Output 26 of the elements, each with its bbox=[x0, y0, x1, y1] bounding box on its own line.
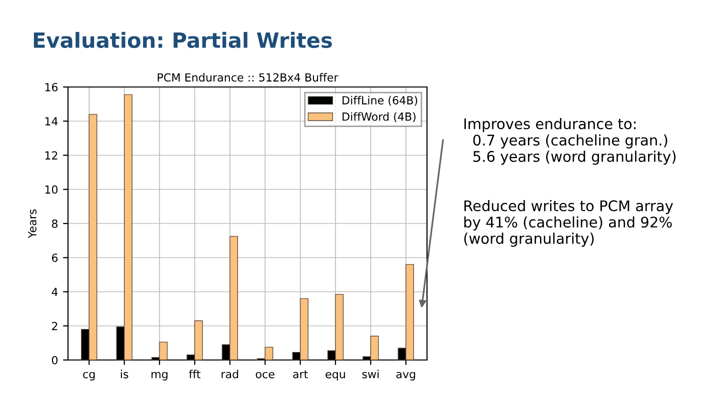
y-tick-label: 4 bbox=[52, 288, 58, 296]
legend-label: DiffLine (64B) bbox=[342, 96, 418, 106]
x-tick-label: is bbox=[120, 370, 128, 378]
y-tick-label: 2 bbox=[52, 322, 58, 330]
x-tick-label: cg bbox=[83, 372, 95, 380]
y-tick-label: 6 bbox=[52, 254, 58, 262]
x-tick-label: swi bbox=[362, 370, 379, 378]
legend-label: DiffWord (4B) bbox=[342, 112, 416, 122]
text: Reduced writes to PCM array by 41% (cacheline) and 92% (word granularity) bbox=[464, 200, 674, 247]
y-tick-label: 12 bbox=[45, 151, 58, 160]
y-tick-label: 0 bbox=[52, 356, 58, 364]
chart-subtitle: PCM Endurance :: 512Bx4 Buffer bbox=[158, 73, 338, 82]
x-tick-label: art bbox=[293, 370, 308, 378]
y-tick-label: 14 bbox=[45, 117, 58, 126]
x-tick-label: oce bbox=[256, 372, 274, 378]
y-axis-title: Years bbox=[28, 209, 36, 238]
x-tick-label: equ bbox=[326, 372, 345, 380]
x-tick-label: avg bbox=[396, 372, 416, 380]
text: Improves endurance to: 0.7 years (cacheline gran.) 5.6 years (word granularity) bbox=[464, 118, 676, 165]
y-tick-label: 16 bbox=[45, 82, 58, 92]
x-tick-label: rad bbox=[222, 370, 238, 378]
y-tick-label: 10 bbox=[45, 185, 58, 194]
x-tick-label: mg bbox=[152, 372, 168, 380]
chart-title: Evaluation: Partial Writes bbox=[34, 32, 332, 48]
y-tick-label: 8 bbox=[52, 219, 58, 228]
x-tick-label: fft bbox=[188, 370, 200, 378]
